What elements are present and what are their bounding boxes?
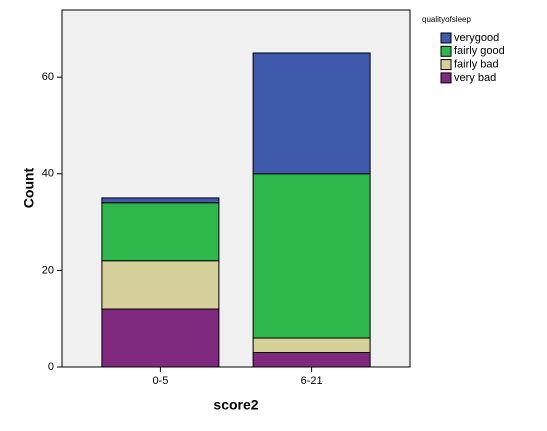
y-axis-title: Count — [21, 167, 37, 208]
legend-title: qualityofsleep — [422, 15, 471, 24]
legend-swatch — [440, 32, 452, 44]
bar-segment — [252, 352, 371, 368]
x-tick-label: 6-21 — [301, 375, 323, 387]
y-tick-label: 0 — [48, 361, 54, 373]
legend-swatch — [440, 45, 452, 57]
y-tick-label: 20 — [42, 264, 54, 276]
legend-label: very bad — [454, 72, 496, 84]
legend-label: fairly good — [454, 45, 505, 57]
bar-segment — [252, 52, 371, 175]
y-tick-label: 40 — [42, 168, 54, 180]
x-tick-label: 0-5 — [152, 375, 168, 387]
bar-segment — [101, 260, 220, 310]
bar-segment — [101, 202, 220, 262]
bar-segment — [252, 337, 371, 354]
bar-segment — [101, 308, 220, 368]
legend-swatch — [440, 72, 452, 84]
legend-label: fairly bad — [454, 59, 499, 71]
bar-segment — [101, 197, 220, 204]
x-axis-title: score2 — [213, 397, 258, 413]
legend-label: verygood — [454, 32, 499, 44]
y-tick-label: 60 — [42, 71, 54, 83]
legend-swatch — [440, 59, 452, 71]
bar-segment — [252, 173, 371, 339]
